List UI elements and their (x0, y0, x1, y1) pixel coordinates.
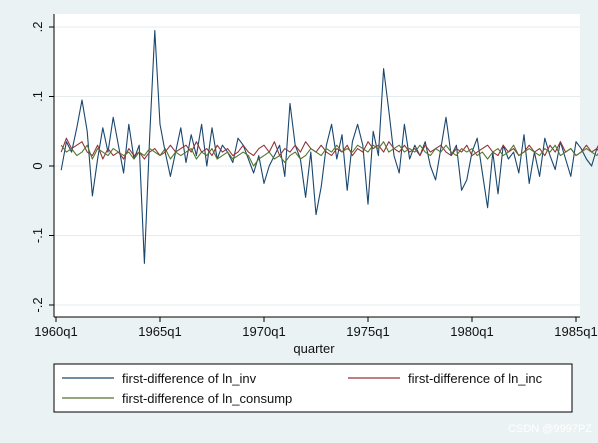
y-tick-label: -.2 (30, 297, 45, 312)
y-ticks: .2 .1 0 -.1 -.2 (30, 22, 54, 313)
x-tick-label: 1970q1 (242, 324, 285, 339)
series-line-1 (60, 29, 598, 264)
series-layer (60, 29, 598, 264)
x-tick-label: 1975q1 (346, 324, 389, 339)
y-tick-label: .1 (30, 91, 45, 102)
gridlines (54, 26, 580, 306)
x-tick-label: 1960q1 (34, 324, 77, 339)
legend-box (53, 363, 573, 413)
y-tick-label: -.1 (30, 228, 45, 243)
legend-label-3: first-difference of ln_consump (122, 391, 292, 406)
x-ticks: 1960q1 1965q1 1970q1 1975q1 1980q1 1985q1 (34, 317, 598, 339)
legend-label-2: first-difference of ln_inc (408, 371, 543, 386)
x-axis-title: quarter (293, 341, 335, 356)
watermark-text: CSDN @9997PZ (508, 423, 592, 435)
legend: first-difference of ln_inv first-differen… (62, 371, 543, 406)
y-tick-label: .2 (30, 22, 45, 33)
x-tick-label: 1980q1 (450, 324, 493, 339)
x-tick-label: 1965q1 (138, 324, 181, 339)
legend-label-1: first-difference of ln_inv (122, 371, 257, 386)
series-line-3 (60, 141, 598, 167)
x-tick-label: 1985q1 (554, 324, 597, 339)
y-tick-label: 0 (30, 162, 45, 169)
